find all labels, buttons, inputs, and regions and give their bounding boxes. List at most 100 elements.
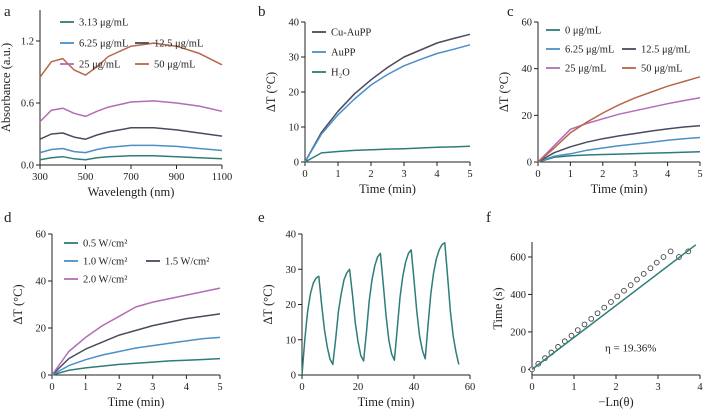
- efficiency-annotation: η = 19.36%: [605, 343, 656, 355]
- x-tick-label: 5: [697, 169, 702, 180]
- y-tick-label: 0: [521, 365, 526, 376]
- y-axis-title: Absorbance (a.u.): [0, 43, 13, 132]
- data-point: [588, 315, 595, 322]
- x-tick-label: 4: [697, 382, 703, 393]
- y-tick-label: 0.0: [21, 161, 34, 172]
- y-tick-label: 60: [36, 230, 47, 241]
- x-tick-label: 60: [465, 382, 476, 393]
- x-tick-label: 5: [467, 169, 472, 180]
- x-tick-label: 3: [401, 169, 406, 180]
- data-point: [660, 254, 667, 260]
- panel-letter: b: [258, 4, 266, 20]
- x-tick-label: 4: [184, 382, 190, 393]
- series-line-3: [51, 287, 221, 376]
- x-tick-label: 3: [655, 382, 660, 393]
- panel-a: a 300 500 700 900 1100 0.0 0.6 1.2 Wavelength (nm…: [0, 4, 232, 199]
- panel-letter: a: [4, 4, 11, 20]
- x-tick-label: 1: [571, 382, 576, 393]
- x-tick-label: 4: [434, 169, 440, 180]
- x-tick-label: 0: [535, 169, 540, 180]
- legend-label: 25 μg/mL: [565, 64, 607, 75]
- y-axis-title: Time (s): [491, 287, 505, 329]
- x-tick-label: 500: [78, 172, 94, 183]
- data-point: [568, 332, 575, 339]
- y-axis-title: ΔT (°C): [264, 72, 278, 112]
- panel-f: f 0 1 2 3 4 0 200 400 600 −Ln(θ) Time (s) η = 19.36%: [486, 210, 703, 409]
- series-line-2: [39, 127, 223, 140]
- series-line-2: [304, 145, 471, 163]
- axes: [301, 21, 471, 166]
- x-tick-label: 3: [633, 169, 638, 180]
- x-tick-label: 0: [299, 382, 304, 393]
- legend-label: 2.0 W/cm²: [83, 275, 127, 286]
- series-line-2: [537, 125, 701, 163]
- y-tick-label: 20: [522, 111, 533, 122]
- x-tick-label: 0: [302, 169, 307, 180]
- legend-label: 6.25 μg/mL: [79, 39, 128, 50]
- series-line-0: [301, 242, 460, 376]
- legend-label: 1.0 W/cm²: [83, 257, 127, 268]
- y-axis-title: ΔT (°C): [261, 284, 275, 324]
- legend-label: 50 μg/mL: [154, 60, 196, 71]
- x-axis-title: Time (min): [591, 182, 648, 196]
- y-tick-label: 0: [527, 158, 532, 169]
- series-line-0: [304, 33, 471, 163]
- y-axis-title: ΔT (°C): [497, 72, 511, 112]
- legend-label: 1.5 W/cm²: [165, 257, 209, 268]
- data-point: [640, 270, 647, 277]
- data-point: [647, 265, 654, 272]
- data-point: [614, 293, 621, 300]
- x-axis-title: Time (min): [358, 395, 415, 409]
- data-point: [634, 276, 640, 283]
- x-axis-title: Time (min): [108, 395, 165, 409]
- series-line-1: [39, 144, 223, 154]
- y-tick-label: 20: [286, 300, 297, 311]
- legend-label: 0.5 W/cm²: [83, 239, 127, 250]
- series-line-2: [51, 313, 221, 376]
- legend-label: 0 μg/mL: [565, 26, 601, 37]
- x-tick-label: 4: [665, 169, 671, 180]
- x-tick-label: 2: [600, 169, 605, 180]
- series-line-1: [304, 44, 471, 163]
- data-point: [621, 287, 627, 294]
- y-tick-label: 0: [291, 371, 296, 382]
- y-tick-label: 1.2: [21, 37, 34, 48]
- y-tick-label: 40: [522, 64, 533, 75]
- y-tick-label: 40: [286, 230, 297, 241]
- legend: Cu-AuPP AuPP H₂O: [312, 28, 371, 79]
- data-point: [608, 299, 614, 305]
- x-tick-label: 3: [150, 382, 155, 393]
- data-point: [581, 321, 588, 328]
- x-tick-label: 2: [368, 169, 373, 180]
- y-tick-label: 30: [286, 265, 297, 276]
- data-point: [627, 282, 634, 288]
- panel-b: b 0 1 2 3 4 5 0 10 20 30 40 Time (min) ΔT (°C) Cu-AuPP…: [258, 4, 473, 196]
- x-tick-label: 0: [49, 382, 54, 393]
- axes: [534, 21, 701, 166]
- x-tick-label: 300: [32, 172, 48, 183]
- x-tick-label: 2: [613, 382, 618, 393]
- series-line-0: [51, 357, 221, 376]
- series-line-4: [39, 42, 223, 78]
- x-tick-label: 1: [568, 169, 573, 180]
- x-tick-label: 700: [123, 172, 139, 183]
- legend: 0 μg/mL 6.25 μg/mL 12.5 μg/mL 25 μg/mL 50 μg…: [546, 26, 690, 75]
- y-tick-label: 10: [286, 335, 297, 346]
- data-point: [574, 327, 581, 333]
- legend-label: 12.5 μg/mL: [154, 39, 203, 50]
- data-point: [594, 310, 601, 317]
- legend-label: AuPP: [331, 48, 356, 59]
- legend-label: 3.13 μg/mL: [79, 18, 128, 29]
- y-tick-label: 20: [36, 324, 47, 335]
- series-line-1: [537, 136, 701, 163]
- x-tick-label: 20: [353, 382, 364, 393]
- axes: [48, 233, 221, 379]
- legend-label: 25 μg/mL: [79, 60, 121, 71]
- legend-label: 50 μg/mL: [641, 64, 683, 75]
- x-tick-label: 900: [169, 172, 185, 183]
- x-axis-title: Wavelength (nm): [88, 185, 175, 199]
- y-axis-title: ΔT (°C): [11, 284, 25, 324]
- series-line-0: [537, 150, 701, 163]
- y-tick-label: 60: [522, 18, 533, 29]
- y-tick-label: 40: [289, 18, 300, 29]
